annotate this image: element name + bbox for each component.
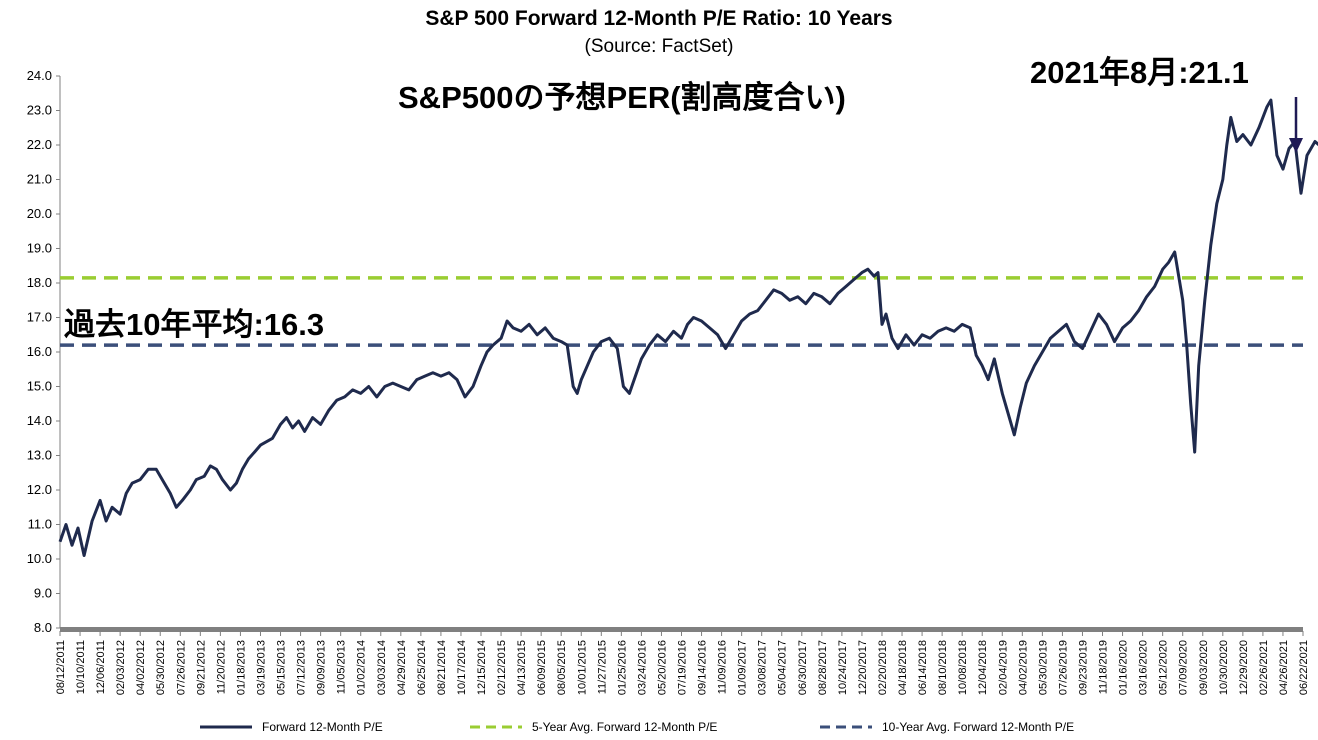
x-tick-label: 07/09/2020 — [1178, 640, 1190, 695]
x-tick-label: 04/18/2018 — [897, 640, 909, 695]
x-tick-label: 01/18/2013 — [235, 640, 247, 695]
x-tick-label: 06/25/2014 — [416, 640, 428, 695]
annotation-per-label: S&P500の予想PER(割高度合い) — [398, 80, 846, 115]
x-tick-label: 05/30/2012 — [155, 640, 167, 695]
chart-subtitle: (Source: FactSet) — [585, 36, 734, 57]
x-tick-label: 08/12/2011 — [55, 640, 67, 694]
x-tick-label: 01/25/2016 — [616, 640, 628, 695]
x-tick-label: 11/09/2016 — [717, 640, 729, 694]
x-axis-line — [60, 627, 1303, 632]
x-tick-label: 07/12/2013 — [296, 640, 308, 695]
y-tick-label: 23.0 — [27, 103, 52, 118]
x-axis: 08/12/2011 10/10/2011 12/06/2011 02/03/2012… — [55, 627, 1310, 695]
x-tick-label: 03/03/2014 — [376, 640, 388, 695]
x-tick-label: 11/18/2019 — [1098, 640, 1110, 694]
x-tick-label: 08/10/2018 — [937, 640, 949, 695]
y-tick-label: 24.0 — [27, 68, 52, 83]
y-tick-label: 13.0 — [27, 448, 52, 463]
series-line-forward-pe — [58, 98, 1318, 557]
chart-title: S&P 500 Forward 12-Month P/E Ratio: 10 Y… — [425, 7, 892, 30]
y-tick-label: 21.0 — [27, 172, 52, 187]
x-tick-label: 10/24/2017 — [837, 640, 849, 695]
y-tick-label: 12.0 — [27, 482, 52, 497]
y-tick-label: 17.0 — [27, 310, 52, 325]
y-tick-label: 18.0 — [27, 275, 52, 290]
x-tick-label: 11/20/2012 — [215, 640, 227, 694]
x-tick-label: 05/12/2020 — [1158, 640, 1170, 695]
x-tick-label: 04/13/2015 — [516, 640, 528, 695]
y-tick-label: 10.0 — [27, 551, 52, 566]
x-tick-label: 04/02/2019 — [1017, 640, 1029, 695]
x-tick-label: 04/26/2021 — [1278, 640, 1290, 695]
x-tick-label: 12/29/2020 — [1238, 640, 1250, 695]
annotation-latest-value: 2021年8月:21.1 — [1030, 55, 1249, 90]
y-tick-label: 14.0 — [27, 413, 52, 428]
x-tick-label: 09/21/2012 — [195, 640, 207, 695]
series-layer — [58, 98, 1318, 557]
y-tick-label: 16.0 — [27, 344, 52, 359]
reference-lines — [60, 276, 1303, 347]
y-tick-label: 20.0 — [27, 206, 52, 221]
x-tick-label: 02/04/2019 — [997, 640, 1009, 695]
annotation-10yr-average: 過去10年平均:16.3 — [64, 307, 324, 342]
x-tick-label: 02/12/2015 — [496, 640, 508, 695]
x-tick-label: 07/26/2012 — [175, 640, 187, 695]
x-tick-label: 07/19/2016 — [677, 640, 689, 695]
x-tick-label: 02/26/2021 — [1258, 640, 1270, 695]
x-tick-label: 02/03/2012 — [115, 640, 127, 695]
y-axis: 8.0 9.0 10.0 11.0 12.0 13.0 14.0 15.0 16.0 17.0 18… — [27, 68, 61, 635]
x-tick-label: 06/09/2015 — [536, 640, 548, 695]
x-tick-label: 03/08/2017 — [757, 640, 769, 695]
y-tick-label: 8.0 — [34, 620, 52, 635]
x-tick-label: 06/30/2017 — [797, 640, 809, 695]
x-tick-label: 10/08/2018 — [957, 640, 969, 695]
x-tick-label: 12/20/2017 — [857, 640, 869, 695]
x-tick-label: 02/20/2018 — [877, 640, 889, 695]
x-tick-label: 03/24/2016 — [636, 640, 648, 695]
x-tick-label: 05/04/2017 — [777, 640, 789, 695]
x-tick-label: 10/30/2020 — [1218, 640, 1230, 695]
x-tick-label: 05/20/2016 — [656, 640, 668, 695]
x-tick-label: 12/06/2011 — [95, 640, 107, 694]
x-tick-label: 07/26/2019 — [1057, 640, 1069, 695]
y-tick-label: 19.0 — [27, 241, 52, 256]
x-tick-label: 10/17/2014 — [456, 640, 468, 695]
x-tick-label: 12/15/2014 — [476, 640, 488, 695]
x-tick-label: 12/04/2018 — [977, 640, 989, 695]
x-tick-label: 06/22/2021 — [1298, 640, 1310, 695]
y-tick-label: 11.0 — [28, 517, 52, 532]
x-tick-label: 08/21/2014 — [436, 640, 448, 695]
y-tick-label: 15.0 — [27, 379, 52, 394]
x-tick-label: 03/16/2020 — [1138, 640, 1150, 695]
arrow-icon — [1289, 97, 1303, 153]
x-tick-label: 10/01/2015 — [576, 640, 588, 695]
x-tick-label: 03/19/2013 — [255, 640, 267, 695]
legend-label-forward-pe: Forward 12-Month P/E — [262, 720, 383, 734]
x-tick-label: 01/09/2017 — [737, 640, 749, 695]
x-tick-label: 04/29/2014 — [396, 640, 408, 695]
x-tick-label: 09/09/2013 — [316, 640, 328, 695]
x-tick-label: 01/02/2014 — [356, 640, 368, 695]
x-tick-label: 08/05/2015 — [556, 640, 568, 695]
x-tick-label: 09/03/2020 — [1198, 640, 1210, 695]
x-tick-label: 06/14/2018 — [917, 640, 929, 695]
x-tick-label: 10/10/2011 — [75, 640, 87, 694]
y-tick-label: 22.0 — [27, 137, 52, 152]
legend-label-5yr-avg: 5-Year Avg. Forward 12-Month P/E — [532, 720, 717, 734]
legend: Forward 12-Month P/E 5-Year Avg. Forward… — [200, 720, 1074, 734]
x-tick-label: 05/15/2013 — [276, 640, 288, 695]
y-tick-label: 9.0 — [34, 586, 52, 601]
legend-label-10yr-avg: 10-Year Avg. Forward 12-Month P/E — [882, 720, 1074, 734]
x-tick-label: 09/14/2016 — [697, 640, 709, 695]
x-tick-label: 11/05/2013 — [336, 640, 348, 694]
x-tick-label: 08/28/2017 — [817, 640, 829, 695]
x-tick-label: 09/23/2019 — [1077, 640, 1089, 695]
x-tick-label: 05/30/2019 — [1037, 640, 1049, 695]
x-tick-label: 04/02/2012 — [135, 640, 147, 695]
x-tick-label: 11/27/2015 — [596, 640, 608, 694]
x-tick-label: 01/16/2020 — [1118, 640, 1130, 695]
